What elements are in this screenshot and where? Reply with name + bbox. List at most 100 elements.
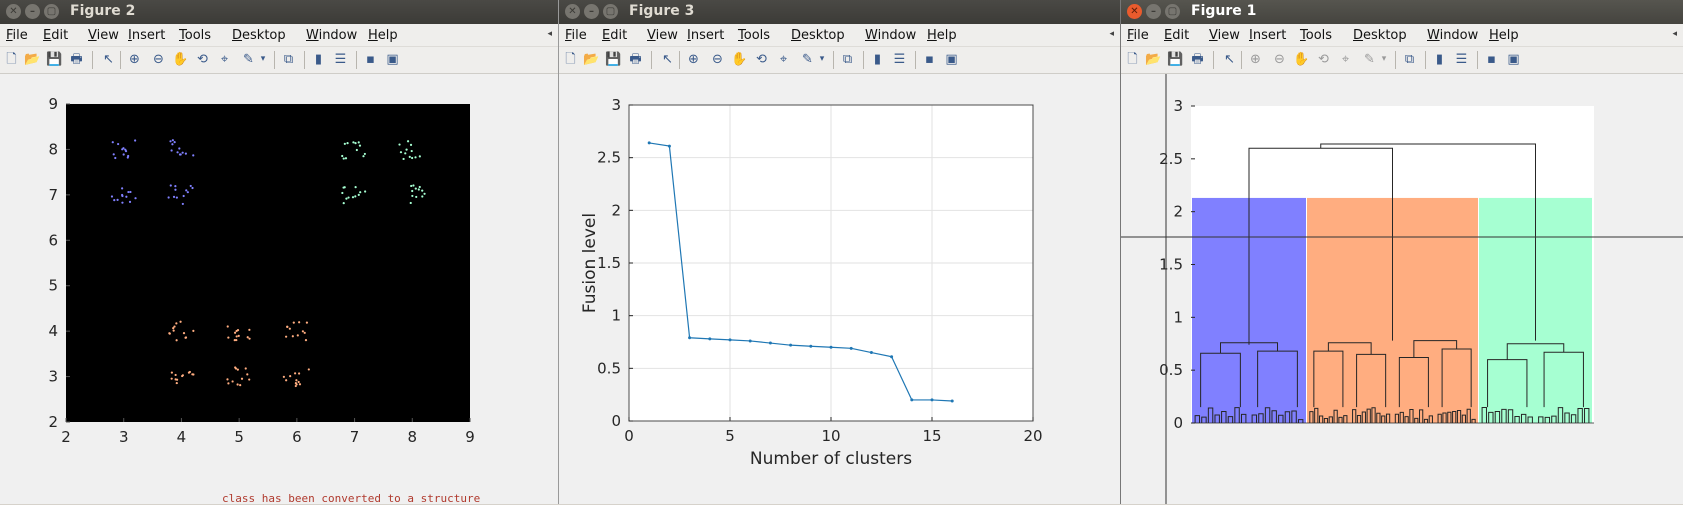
new-figure-icon[interactable]: 🗋 (565, 52, 576, 67)
print-icon[interactable]: 🖶 (1191, 52, 1204, 67)
colorbar-icon[interactable]: ▮ (314, 52, 323, 67)
close-icon[interactable]: ✕ (6, 4, 21, 19)
menu-edit[interactable]: Edit (602, 28, 628, 43)
rotate-3d-icon[interactable]: ⟲ (1318, 52, 1329, 67)
open-file-icon[interactable]: 📂 (1145, 52, 1162, 67)
series-point (950, 399, 954, 403)
zoom-out-icon[interactable]: ⊖ (153, 52, 164, 67)
menu-insert[interactable]: Insert (128, 28, 166, 43)
minimize-icon[interactable]: – (1146, 4, 1161, 19)
menu-help[interactable]: Help (927, 28, 957, 43)
data-point (233, 331, 237, 334)
legend-icon[interactable]: ☰ (1455, 52, 1468, 67)
show-plot-tools-icon[interactable]: ▣ (386, 52, 399, 67)
select-arrow-icon[interactable]: ↖ (103, 52, 114, 67)
menu-help[interactable]: Help (368, 28, 398, 43)
menu-view[interactable]: View (88, 28, 119, 43)
close-icon[interactable]: ✕ (1127, 4, 1142, 19)
save-icon[interactable]: 💾 (1167, 52, 1184, 67)
brush-dropdown-icon[interactable]: ▾ (819, 54, 825, 64)
minimize-icon[interactable]: – (25, 4, 40, 19)
show-plot-tools-icon[interactable]: ▣ (945, 52, 958, 67)
menu-edit[interactable]: Edit (43, 28, 69, 43)
link-plot-icon[interactable]: ⧉ (842, 52, 853, 67)
menu-view[interactable]: View (1209, 28, 1240, 43)
show-plot-tools-icon[interactable]: ▣ (1507, 52, 1520, 67)
menu-desktop[interactable]: Desktop (791, 28, 845, 43)
menu-desktop[interactable]: Desktop (232, 28, 286, 43)
menu-insert[interactable]: Insert (1249, 28, 1287, 43)
data-point (404, 152, 407, 155)
title-bar[interactable]: ✕ – ▢ Figure 3 (559, 0, 1120, 24)
colorbar-icon[interactable]: ▮ (873, 52, 882, 67)
data-point (362, 155, 365, 158)
menu-overflow-icon[interactable]: ◂ (1109, 29, 1114, 39)
menu-file[interactable]: File (6, 28, 28, 43)
data-cursor-icon[interactable]: ⌖ (779, 52, 788, 67)
zoom-out-icon[interactable]: ⊖ (712, 52, 723, 67)
data-point (113, 199, 116, 202)
maximize-icon[interactable]: ▢ (603, 4, 618, 19)
zoom-in-icon[interactable]: ⊕ (129, 52, 140, 67)
save-icon[interactable]: 💾 (46, 52, 63, 67)
zoom-out-icon[interactable]: ⊖ (1274, 52, 1285, 67)
colorbar-icon[interactable]: ▮ (1435, 52, 1444, 67)
brush-icon[interactable]: ✎ (243, 52, 254, 67)
menu-window[interactable]: Window (1427, 28, 1479, 43)
brush-icon[interactable]: ✎ (1364, 52, 1375, 67)
dendrogram-branch (1201, 416, 1207, 423)
legend-icon[interactable]: ☰ (893, 52, 906, 67)
select-arrow-icon[interactable]: ↖ (662, 52, 673, 67)
menu-tools[interactable]: Tools (179, 28, 212, 43)
menu-tools[interactable]: Tools (738, 28, 771, 43)
menu-tools[interactable]: Tools (1300, 28, 1333, 43)
menu-insert[interactable]: Insert (687, 28, 725, 43)
pan-hand-icon[interactable]: ✋ (731, 52, 748, 67)
select-arrow-icon[interactable]: ↖ (1224, 52, 1235, 67)
link-plot-icon[interactable]: ⧉ (1404, 52, 1415, 67)
open-file-icon[interactable]: 📂 (583, 52, 600, 67)
menu-desktop[interactable]: Desktop (1353, 28, 1407, 43)
y-tick-label: 3 (1173, 97, 1183, 115)
menu-window[interactable]: Window (306, 28, 358, 43)
maximize-icon[interactable]: ▢ (44, 4, 59, 19)
close-icon[interactable]: ✕ (565, 4, 580, 19)
title-bar[interactable]: ✕ – ▢ Figure 2 (0, 0, 558, 24)
menu-file[interactable]: File (565, 28, 587, 43)
menu-file[interactable]: File (1127, 28, 1149, 43)
menu-view[interactable]: View (647, 28, 678, 43)
series-point (667, 144, 671, 148)
menu-overflow-icon[interactable]: ◂ (1672, 29, 1677, 39)
menu-edit[interactable]: Edit (1164, 28, 1190, 43)
save-icon[interactable]: 💾 (605, 52, 622, 67)
new-figure-icon[interactable]: 🗋 (6, 52, 17, 67)
maximize-icon[interactable]: ▢ (1165, 4, 1180, 19)
menu-overflow-icon[interactable]: ◂ (547, 29, 552, 39)
pan-hand-icon[interactable]: ✋ (172, 52, 189, 67)
legend-icon[interactable]: ☰ (334, 52, 347, 67)
title-bar[interactable]: ✕ – ▢ Figure 1 (1121, 0, 1683, 24)
open-file-icon[interactable]: 📂 (24, 52, 41, 67)
pan-hand-icon[interactable]: ✋ (1293, 52, 1310, 67)
data-cursor-icon[interactable]: ⌖ (1341, 52, 1350, 67)
link-plot-icon[interactable]: ⧉ (283, 52, 294, 67)
data-cursor-icon[interactable]: ⌖ (220, 52, 229, 67)
menu-help[interactable]: Help (1489, 28, 1519, 43)
rotate-3d-icon[interactable]: ⟲ (756, 52, 767, 67)
zoom-in-icon[interactable]: ⊕ (1250, 52, 1261, 67)
brush-dropdown-icon[interactable]: ▾ (260, 54, 266, 64)
hide-plot-tools-icon[interactable]: ▪ (366, 52, 375, 67)
y-axis-label: Fusion level (580, 213, 600, 313)
print-icon[interactable]: 🖶 (629, 52, 642, 67)
menu-window[interactable]: Window (865, 28, 917, 43)
data-point (345, 197, 348, 200)
zoom-in-icon[interactable]: ⊕ (688, 52, 699, 67)
brush-dropdown-icon[interactable]: ▾ (1381, 54, 1387, 64)
print-icon[interactable]: 🖶 (70, 52, 83, 67)
rotate-3d-icon[interactable]: ⟲ (197, 52, 208, 67)
brush-icon[interactable]: ✎ (802, 52, 813, 67)
new-figure-icon[interactable]: 🗋 (1127, 52, 1138, 67)
hide-plot-tools-icon[interactable]: ▪ (1487, 52, 1496, 67)
minimize-icon[interactable]: – (584, 4, 599, 19)
hide-plot-tools-icon[interactable]: ▪ (925, 52, 934, 67)
